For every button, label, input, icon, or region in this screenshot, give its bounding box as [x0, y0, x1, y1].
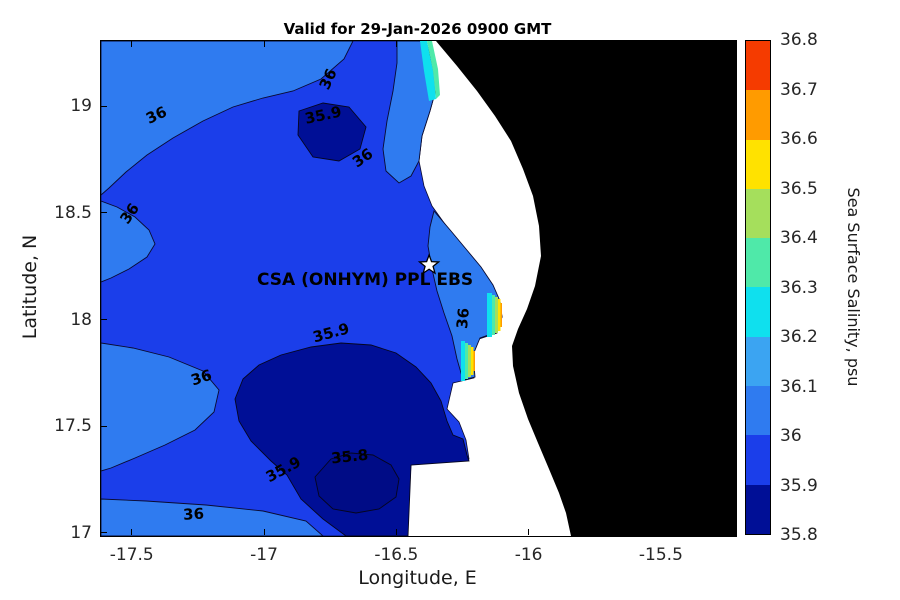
y-tick-mark [101, 105, 107, 107]
coastal-stripe [500, 303, 502, 327]
coastal-stripe [487, 293, 492, 337]
colorbar-tick-label: 35.9 [780, 475, 818, 496]
coastal-stripe [465, 343, 468, 379]
star-icon [417, 253, 441, 275]
x-tick-mark [528, 529, 530, 535]
x-tick-mark [131, 41, 133, 47]
y-tick-mark [729, 105, 735, 107]
colorbar-tick-label: 36.5 [780, 178, 818, 199]
x-tick-label: -16.5 [374, 545, 419, 565]
colorbar [745, 40, 771, 535]
colorbar-title: Sea Surface Salinity, psu [844, 187, 863, 387]
y-tick-label: 17 [70, 522, 92, 543]
contour-region-36.0-36.1 [100, 200, 156, 283]
coastal-stripe [495, 297, 498, 333]
x-tick-mark [528, 41, 530, 47]
coastal-stripe [498, 299, 501, 331]
coastal-stripe [461, 341, 465, 381]
map-plot-area: 36 36 36 35.9 36 36 35.9 35.8 35.9 36 36 [100, 40, 737, 537]
coastal-stripe [473, 351, 475, 371]
contour-label: 36 [453, 307, 473, 329]
y-axis-label: Latitude, N [19, 234, 41, 340]
colorbar-tick-label: 36.2 [780, 327, 818, 347]
colorbar-band [746, 287, 770, 337]
coastal-stripe [427, 41, 440, 99]
x-tick-mark [660, 41, 662, 47]
y-tick-mark [729, 425, 735, 427]
colorbar-tick-label: 36.3 [780, 277, 818, 298]
colorbar-tick-label: 36.8 [780, 30, 818, 50]
y-tick-label: 18 [70, 309, 92, 330]
y-tick-mark [101, 532, 107, 534]
colorbar-band [746, 139, 770, 189]
coastal-stripe [468, 345, 471, 377]
y-tick-mark [101, 425, 107, 427]
colorbar-tick-label: 35.8 [780, 525, 818, 545]
land-mass [436, 41, 736, 536]
chart-title: Valid for 29-Jan-2026 0900 GMT [283, 20, 552, 38]
y-tick-mark [729, 319, 735, 320]
colorbar-band [746, 336, 770, 387]
y-tick-label: 19 [70, 96, 92, 117]
contour-region-36.0-36.1 [100, 40, 354, 196]
colorbar-band [746, 90, 770, 140]
coastal-stripe [492, 295, 495, 335]
x-tick-mark [395, 529, 397, 535]
colorbar-tick-label: 36.6 [780, 129, 818, 149]
contour-label: 36 [183, 505, 205, 524]
colorbar-band [746, 238, 770, 288]
y-tick-mark [729, 532, 735, 534]
y-tick-label: 18.5 [54, 202, 92, 223]
x-tick-mark [660, 529, 662, 535]
colorbar-tick-label: 36.1 [780, 376, 818, 397]
colorbar-band [746, 484, 770, 534]
station-star-marker [417, 253, 441, 275]
colorbar-tick-label: 36 [780, 426, 802, 446]
x-tick-mark [395, 41, 397, 47]
x-tick-mark [263, 529, 265, 535]
y-tick-mark [101, 212, 107, 214]
contour-region-35.8-35.9 [234, 342, 470, 537]
contour-region-36.0-36.1 [100, 342, 220, 472]
x-tick-label: -17.5 [109, 545, 154, 565]
colorbar-band [746, 386, 770, 436]
colorbar-tick-label: 36.7 [780, 79, 818, 100]
coastal-stripe [471, 347, 474, 375]
x-tick-label: -17 [250, 545, 278, 565]
colorbar-tick-label: 36.4 [780, 228, 818, 248]
x-axis-label: Longitude, E [358, 567, 477, 589]
contour-region-35.8-35.9 [297, 102, 367, 162]
colorbar-band [746, 188, 770, 239]
y-tick-label: 17.5 [54, 416, 92, 437]
contour-region-below-35.8 [314, 452, 400, 514]
x-tick-label: -16 [514, 545, 543, 565]
y-tick-mark [101, 319, 107, 320]
x-tick-mark [131, 529, 133, 535]
colorbar-band [746, 435, 770, 485]
x-tick-label: -15.5 [638, 545, 683, 565]
coastal-stripe [420, 41, 436, 101]
x-tick-mark [263, 41, 265, 47]
y-tick-mark [729, 212, 735, 214]
contour-label: 35.8 [330, 446, 369, 468]
contour-label: 36 [189, 366, 214, 390]
colorbar-band [746, 41, 770, 91]
